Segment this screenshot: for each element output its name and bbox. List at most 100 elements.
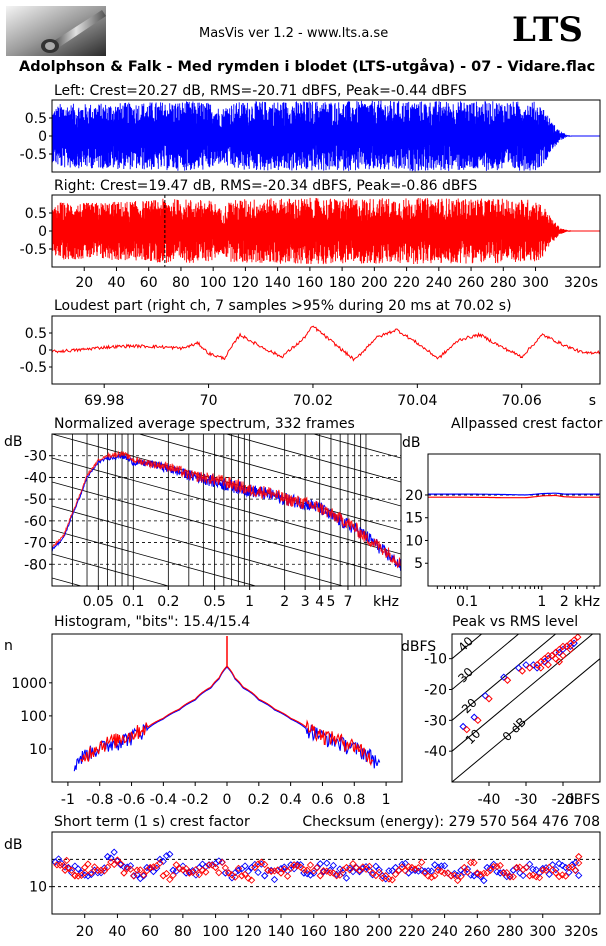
short_term_crest-point-left [532,866,540,874]
short_term_crest-point-right [169,871,177,880]
short_term_crest-point-left [329,861,337,870]
short_term_crest-point-right [480,869,488,877]
waveform_right-xtick-label: 60 [140,275,158,291]
allpassed_crest-ytick-label: 10 [405,533,423,549]
short_term_crest-point-left [90,866,99,874]
waveform_right-xtick-label: 260 [458,275,485,291]
short_term_crest-point-right [411,865,419,873]
short_term_crest-point-left [480,876,488,885]
short_term_crest-point-right [64,864,72,873]
peak_vs_rms-point-left [481,691,490,700]
peak_vs_rms-diagonal-label: 20 [459,696,480,717]
short_term_crest-point-right [300,866,308,874]
peak_vs_rms-xlabel: dBFS [565,792,600,808]
peak_vs_rms-point-right [555,658,564,666]
short_term_crest-point-right [525,872,534,880]
waveform_right-xtick-label: 160 [297,275,324,291]
waveform_right-ytick-label: 0 [38,224,47,240]
peak_vs_rms-ylabel: dBFS [401,639,436,655]
short_term_crest-point-left [107,854,115,862]
short_term_crest-point-left [391,863,400,872]
short_term_crest-point-right [267,867,275,875]
spectrum-ytick-label: -40 [24,470,47,486]
short_term_crest-point-right [59,861,68,870]
peak_vs_rms-point-right [551,654,560,663]
short_term_crest-xtick-label: 240 [431,924,458,940]
short_term_crest-xtick-label: 60 [141,924,159,940]
short_term_crest-point-right [548,866,557,874]
histogram-xtick-label: 0.6 [311,792,333,808]
waveform_right-xtick-label: 240 [425,275,452,291]
spectrum-xtick-label: 0.05 [83,594,114,610]
short_term_crest-point-right [84,860,92,868]
short_term_crest-point-right [166,875,174,884]
short_term_crest-point-left [54,855,63,863]
waveform_right-xtick-label: 200 [361,275,388,291]
short_term_crest-point-right [130,872,138,880]
short_term_crest-xtick-label: 280 [497,924,524,940]
short_term_crest-point-right [565,863,573,872]
short_term_crest-xtick-label: 120 [235,924,262,940]
short_term_crest-point-right [162,869,171,878]
loudest_part-title: Loudest part (right ch, 7 samples >95% d… [54,298,512,314]
peak_vs_rms-point-right [503,676,512,684]
spectrum-xtick-label: 1 [245,594,254,610]
waveform_left-ytick-label: 0.5 [25,111,47,127]
histogram-series-left [73,666,381,772]
spectrum-ylabel: dB [4,434,23,450]
short_term_crest-point-left [139,872,148,880]
short_term_crest-point-left [287,861,295,869]
loudest_part-xtick-label: 69.98 [84,393,124,409]
peak_vs_rms-diagonal-label: 0 dB [500,715,529,744]
short_term_crest-point-right [427,873,436,881]
waveform_right-xtick-label: 100 [200,275,227,291]
peak_vs_rms-point-left [522,661,530,669]
histogram-xtick-label: 0.4 [280,792,302,808]
short_term_crest-point-right [499,869,508,877]
short_term_crest-point-right [74,872,82,880]
peak_vs_rms-ytick-label: -30 [424,713,447,729]
short_term_crest-point-right [512,863,521,872]
short_term_crest-xtick-label: 220 [399,924,426,940]
short_term_crest-point-right [473,869,482,877]
short_term_crest-point-left [251,860,259,869]
allpassed_crest-xtick-label: 0.1 [456,594,478,610]
histogram-ylabel: n [4,638,13,654]
short_term_crest-point-right [241,870,249,879]
short_term_crest-point-right [136,866,144,874]
allpassed_crest-series-right [428,494,600,499]
short_term_crest-point-right [205,861,213,869]
short_term_crest-ylabel: dB [4,837,23,853]
short_term_crest-point-left [339,869,347,877]
short_term_crest-point-left [565,868,573,877]
short_term_crest-point-right [463,868,472,876]
short_term_crest-point-right [352,864,360,872]
waveform_right-xtick-label: 180 [329,275,356,291]
short_term_crest-point-right [244,874,252,882]
short_term_crest-point-right [313,864,321,872]
short_term_crest-point-left [375,866,383,874]
short_term_crest-point-right [332,872,341,880]
short_term_crest-point-right [87,869,95,877]
short_term_crest-point-left [113,857,122,865]
peak_vs_rms-xtick-label: -40 [478,792,501,808]
loudest_part-xtick-label: 70.04 [397,393,437,409]
histogram-xtick-label: -0.4 [150,792,177,808]
spectrum-slope-line [312,434,401,459]
short_term_crest-point-right [283,872,292,880]
short_term_crest-point-right [221,864,230,872]
short_term_crest-point-left [221,869,230,877]
spectrum-xtick-label: 4 [315,594,324,610]
spectrum-ytick-label: -50 [24,492,47,508]
short_term_crest-point-right [202,868,210,876]
short_term_crest-point-right [287,864,295,873]
peak_vs_rms-point-left [459,722,467,731]
short_term_crest-point-right [143,867,151,875]
short_term_crest-point-left [493,868,501,876]
brand-logo-text: LTS [512,10,583,50]
short_term_crest-point-right [185,869,194,877]
spectrum-slope-line [52,457,401,555]
short_term_crest-point-left [450,869,459,878]
short_term_crest-point-right [401,867,409,875]
peak_vs_rms-diagonals [452,634,600,782]
